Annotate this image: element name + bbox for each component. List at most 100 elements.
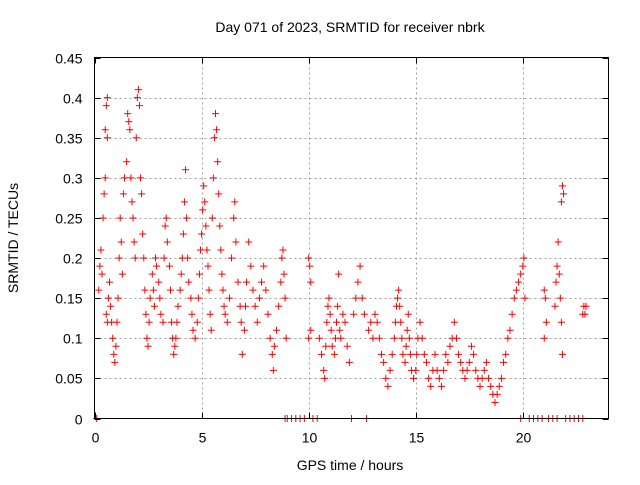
data-point <box>113 318 121 326</box>
data-point <box>470 350 478 358</box>
data-point <box>217 246 225 254</box>
data-point <box>541 294 549 302</box>
data-point <box>230 214 238 222</box>
data-point <box>320 366 328 374</box>
data-point <box>444 358 452 366</box>
data-point <box>253 318 261 326</box>
data-point <box>201 198 209 206</box>
data-point <box>109 334 117 342</box>
data-point <box>198 230 206 238</box>
data-point <box>345 358 353 366</box>
data-point <box>232 238 240 246</box>
data-point <box>552 278 560 286</box>
data-point <box>485 374 493 382</box>
data-point <box>255 294 263 302</box>
data-point <box>461 374 469 382</box>
data-point <box>139 230 147 238</box>
data-point <box>135 102 143 110</box>
data-point <box>280 270 288 278</box>
data-point <box>403 326 411 334</box>
data-point <box>558 182 566 190</box>
data-point <box>124 110 132 118</box>
data-point <box>117 238 125 246</box>
data-point <box>163 238 171 246</box>
data-point <box>107 302 115 310</box>
data-point <box>326 310 334 318</box>
data-point <box>510 294 518 302</box>
data-point <box>305 254 313 262</box>
data-point <box>480 366 488 374</box>
data-point <box>118 270 126 278</box>
data-point <box>103 94 111 102</box>
data-point <box>119 190 127 198</box>
data-point <box>399 350 407 358</box>
data-point <box>98 270 106 278</box>
data-point <box>517 270 525 278</box>
data-point <box>463 366 471 374</box>
data-point <box>142 310 150 318</box>
data-point <box>188 310 196 318</box>
data-point <box>382 374 390 382</box>
data-point <box>179 230 187 238</box>
data-point <box>153 262 161 270</box>
data-point <box>177 270 185 278</box>
data-point <box>189 326 197 334</box>
data-point <box>487 382 495 390</box>
data-point <box>350 310 358 318</box>
data-point <box>104 294 112 302</box>
data-point <box>373 318 381 326</box>
data-point <box>270 342 278 350</box>
data-point <box>101 126 109 134</box>
data-point <box>452 334 460 342</box>
data-point <box>318 350 326 358</box>
data-point <box>512 286 520 294</box>
data-point <box>493 390 501 398</box>
data-point <box>437 382 445 390</box>
data-point <box>131 254 139 262</box>
data-point <box>282 334 290 342</box>
data-point <box>455 350 463 358</box>
data-point <box>425 374 433 382</box>
data-point <box>208 214 216 222</box>
data-point <box>405 334 413 342</box>
data-point <box>204 262 212 270</box>
data-point <box>365 326 373 334</box>
data-point <box>333 318 341 326</box>
data-point <box>277 278 285 286</box>
data-point <box>180 198 188 206</box>
grid <box>94 57 609 419</box>
data-point <box>247 262 255 270</box>
data-point <box>225 294 233 302</box>
data-point <box>101 174 109 182</box>
y-tick-label: 0.15 <box>55 291 82 307</box>
data-point <box>556 294 564 302</box>
data-point <box>324 302 332 310</box>
data-point <box>182 166 190 174</box>
data-point <box>220 302 228 310</box>
data-point <box>540 334 548 342</box>
data-point <box>495 382 503 390</box>
data-point <box>209 174 217 182</box>
data-point <box>269 366 277 374</box>
data-point <box>191 334 199 342</box>
data-point <box>123 158 131 166</box>
data-point <box>114 294 122 302</box>
data-point <box>126 126 134 134</box>
data-point <box>540 286 548 294</box>
tick-labels: 0 0.05 0.1 0.15 0.2 0.25 0.3 0.35 0.4 0.45 0 5 10 15 2… <box>55 51 531 446</box>
data-point <box>395 286 403 294</box>
data-point <box>273 326 281 334</box>
y-tick-label: 0.25 <box>55 211 82 227</box>
x-tick-label: 5 <box>199 430 207 446</box>
data-point <box>406 350 414 358</box>
data-point <box>380 358 388 366</box>
data-point <box>260 262 268 270</box>
data-point <box>321 374 329 382</box>
data-point <box>97 246 105 254</box>
data-point <box>341 318 349 326</box>
data-point <box>354 278 362 286</box>
data-point <box>554 238 562 246</box>
y-tick-label: 0.45 <box>55 51 82 67</box>
data-point <box>371 310 379 318</box>
